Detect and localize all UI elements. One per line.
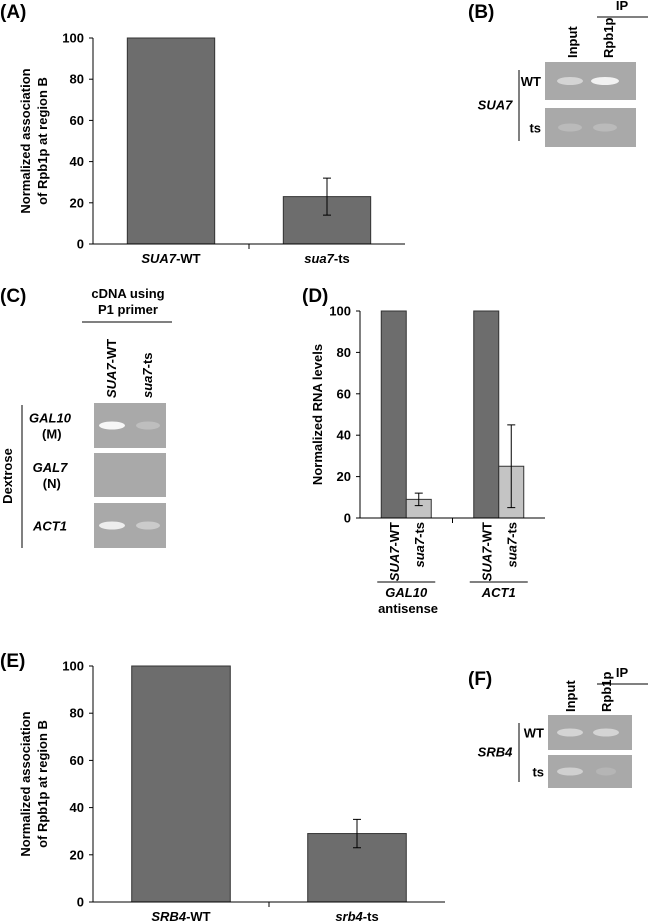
y-tick-label: 100 [329,304,351,319]
gel-band [593,123,617,132]
row-label: GAL7 (N) [33,460,68,491]
legend-label: SUA7-WT [387,522,402,581]
gel-image [548,755,632,788]
error-bar [414,492,423,507]
gel-band [136,521,160,530]
legend-label: sua7-ts [412,522,427,568]
gel-header: cDNA using [91,286,164,301]
lane-label: Input [565,26,580,58]
bar [473,310,500,519]
lane-label: Input [563,680,578,712]
row-label: ts [529,121,541,136]
gel-band [557,767,583,776]
panel-label: (E) [0,651,25,672]
error-bar [353,818,361,849]
x-tick-label: sua7-ts [304,251,350,266]
y-tick-label: 20 [337,469,351,484]
y-axis-label: of Rpb1p at region B [35,720,50,848]
gel-image [94,453,166,497]
y-tick-label: 80 [70,72,84,87]
gel-band [99,521,125,530]
y-tick-label: 60 [70,753,84,768]
panel-label: (B) [468,2,494,23]
x-tick-label: GAL10 antisense [374,585,438,616]
gel-band [596,767,616,776]
row-label: WT [524,726,544,741]
gel-band [557,728,583,737]
y-tick-label: 40 [70,154,84,169]
lane-label: Rpb1p [601,18,616,59]
y-tick-label: 60 [337,386,351,401]
y-tick-label: 80 [70,706,84,721]
bar [126,37,216,245]
y-tick-label: 20 [70,195,84,210]
y-axis-label: of Rpb1p at region B [35,77,50,205]
gel-header: P1 primer [98,302,158,317]
panel-label: (A) [0,2,26,23]
y-tick-label: 100 [62,659,84,674]
y-axis-label: Normalized association [18,711,33,856]
gene-label: SRB4 [478,745,513,760]
y-tick-label: 40 [337,428,351,443]
legend-label: sua7-ts [504,522,519,568]
panel-label: (D) [302,286,328,307]
gene-label: SUA7 [478,98,513,113]
gel-band [558,123,582,132]
lane-label: sua7-ts [140,352,155,398]
ip-label: IP [616,0,629,13]
y-tick-label: 0 [77,237,84,252]
row-label: WT [521,74,541,89]
x-tick-label: ACT1 [481,585,516,600]
row-label: GAL10 (M) [29,411,72,442]
y-tick-label: 0 [344,511,351,526]
x-tick-label: SRB4-WT [151,909,210,922]
row-label: ts [532,765,544,780]
y-tick-label: 40 [70,800,84,815]
y-tick-label: 80 [337,345,351,360]
condition-label: Dextrose [0,448,15,504]
legend-label: SUA7-WT [479,522,494,581]
gel-band [557,77,583,85]
lane-label: Rpb1p [599,672,614,713]
y-tick-label: 20 [70,847,84,862]
gel-band [593,728,619,737]
y-tick-label: 100 [62,31,84,46]
lane-label: SUA7-WT [104,339,119,398]
bar [131,665,231,903]
panel-label: (F) [468,669,492,690]
row-label: ACT1 [32,519,67,534]
x-tick-label: SUA7-WT [141,251,200,266]
error-bar [323,177,331,216]
y-axis-label: Normalized RNA levels [310,344,325,485]
gel-band [99,421,125,430]
gel-image [545,108,636,147]
error-bar [507,424,516,509]
x-tick-label: srb4-ts [335,909,378,922]
gel-band [136,421,160,430]
y-tick-label: 0 [77,895,84,910]
y-tick-label: 60 [70,113,84,128]
bar [380,310,407,519]
gel-band [591,77,619,85]
panel-label: (C) [0,286,26,307]
ip-label: IP [616,665,629,680]
y-axis-label: Normalized association [18,68,33,213]
